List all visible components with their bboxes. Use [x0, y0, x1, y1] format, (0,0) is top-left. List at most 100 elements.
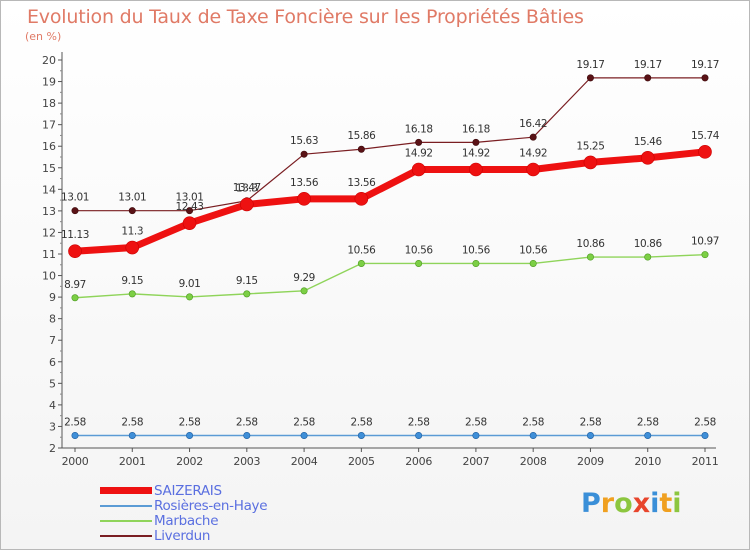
logo-letter: i — [650, 488, 660, 519]
data-label-rosi-res-en-haye: 2.58 — [121, 416, 143, 428]
data-label-rosi-res-en-haye: 2.58 — [408, 416, 430, 428]
data-label-saizerais: 13.56 — [290, 177, 319, 189]
x-tick-label: 2000 — [62, 455, 89, 468]
data-point-saizerais — [411, 162, 426, 177]
data-label-marbache: 9.01 — [179, 278, 201, 290]
y-tick-label: 14 — [42, 183, 56, 196]
x-tick-label: 2010 — [634, 455, 661, 468]
chart-subtitle: (en %) — [25, 30, 62, 43]
data-label-rosi-res-en-haye: 2.58 — [179, 416, 201, 428]
data-point-liverdun — [186, 207, 194, 215]
data-point-liverdun — [357, 145, 365, 153]
data-label-liverdun: 19.17 — [691, 59, 719, 71]
series-line-marbache — [74, 253, 706, 299]
data-point-saizerais — [297, 192, 311, 206]
data-point-liverdun — [71, 207, 79, 215]
data-label-saizerais: 13.56 — [347, 177, 376, 189]
data-point-saizerais — [68, 244, 82, 258]
data-label-liverdun: 13.47 — [233, 182, 261, 194]
y-tick-label: 17 — [42, 119, 56, 132]
data-point-marbache — [243, 290, 251, 298]
data-point-rosi-res-en-haye — [243, 431, 251, 439]
data-point-liverdun — [472, 138, 480, 146]
data-label-saizerais: 14.92 — [519, 148, 547, 160]
x-tick-label: 2005 — [348, 455, 375, 468]
data-point-saizerais — [698, 145, 712, 159]
data-point-marbache — [357, 259, 365, 267]
y-tick-label: 20 — [42, 54, 56, 67]
data-label-marbache: 9.29 — [293, 272, 315, 284]
y-tick-label: 6 — [49, 356, 56, 369]
data-point-saizerais — [125, 240, 140, 255]
data-point-marbache — [586, 253, 594, 261]
x-tick-label: 2008 — [520, 455, 547, 468]
data-label-rosi-res-en-haye: 2.58 — [293, 416, 315, 428]
data-label-saizerais: 14.92 — [462, 148, 490, 160]
logo-letter: x — [632, 488, 651, 519]
y-tick-label: 4 — [49, 399, 56, 412]
data-label-liverdun: 13.01 — [176, 192, 204, 204]
data-point-rosi-res-en-haye — [128, 431, 136, 439]
data-label-marbache: 10.86 — [634, 238, 663, 250]
data-label-rosi-res-en-haye: 2.58 — [236, 416, 258, 428]
data-label-marbache: 10.97 — [691, 236, 719, 248]
y-tick-label: 12 — [42, 226, 56, 239]
data-label-liverdun: 13.01 — [61, 192, 89, 204]
y-tick-label: 16 — [42, 140, 56, 153]
data-point-saizerais — [354, 192, 369, 206]
legend-swatch — [100, 519, 152, 522]
data-point-marbache — [415, 259, 423, 267]
data-point-marbache — [701, 251, 709, 259]
legend-label: Liverdun — [154, 527, 211, 544]
data-point-rosi-res-en-haye — [529, 431, 537, 439]
data-point-liverdun — [701, 74, 709, 82]
data-label-marbache: 10.56 — [405, 244, 434, 256]
data-label-marbache: 10.86 — [576, 238, 605, 250]
data-label-saizerais: 15.25 — [576, 140, 604, 152]
data-label-liverdun: 15.63 — [290, 135, 318, 147]
logo-letter: i — [672, 488, 682, 519]
data-point-liverdun — [529, 133, 537, 141]
data-label-marbache: 10.56 — [519, 244, 548, 256]
data-label-liverdun: 13.01 — [118, 192, 146, 204]
x-tick-label: 2006 — [405, 455, 432, 468]
data-point-marbache — [71, 294, 79, 302]
data-label-saizerais: 15.46 — [634, 136, 663, 148]
y-tick-label: 2 — [49, 442, 56, 455]
data-point-rosi-res-en-haye — [186, 431, 194, 439]
legend-swatch — [100, 504, 152, 507]
series-line-liverdun — [74, 77, 706, 212]
logo-letter: t — [659, 488, 673, 519]
data-label-marbache: 10.56 — [462, 244, 491, 256]
x-tick-label: 2003 — [233, 455, 260, 468]
data-point-liverdun — [300, 150, 308, 158]
data-point-rosi-res-en-haye — [300, 431, 308, 439]
data-point-rosi-res-en-haye — [472, 431, 480, 439]
data-point-marbache — [128, 290, 136, 298]
y-tick-label: 8 — [49, 313, 56, 326]
data-point-marbache — [644, 253, 652, 261]
chart-title: Evolution du Taux de Taxe Foncière sur l… — [27, 6, 584, 28]
data-label-marbache: 9.15 — [236, 275, 258, 287]
legend-item: Rosières-en-Haye — [100, 498, 268, 514]
data-label-saizerais: 11.3 — [121, 226, 143, 238]
data-point-rosi-res-en-haye — [644, 431, 652, 439]
legend-label: Marbache — [154, 512, 219, 529]
data-label-liverdun: 19.17 — [576, 59, 604, 71]
data-label-liverdun: 19.17 — [634, 59, 662, 71]
data-point-saizerais — [182, 216, 197, 230]
y-tick-label: 3 — [49, 420, 56, 433]
x-tick-label: 2009 — [577, 455, 604, 468]
data-label-saizerais: 14.92 — [405, 148, 433, 160]
data-label-saizerais: 12.43 — [176, 201, 204, 213]
y-tick-label: 7 — [49, 334, 56, 347]
logo-letter: P — [581, 488, 601, 519]
logo-letter: o — [614, 488, 633, 519]
data-label-rosi-res-en-haye: 2.58 — [580, 416, 602, 428]
y-tick-label: 10 — [42, 270, 56, 283]
legend-item: Marbache — [100, 512, 267, 529]
data-point-rosi-res-en-haye — [701, 431, 709, 439]
chart-legend: SAIZERAIS Rosières-en-Haye Marbache Liverdu… — [100, 483, 268, 544]
